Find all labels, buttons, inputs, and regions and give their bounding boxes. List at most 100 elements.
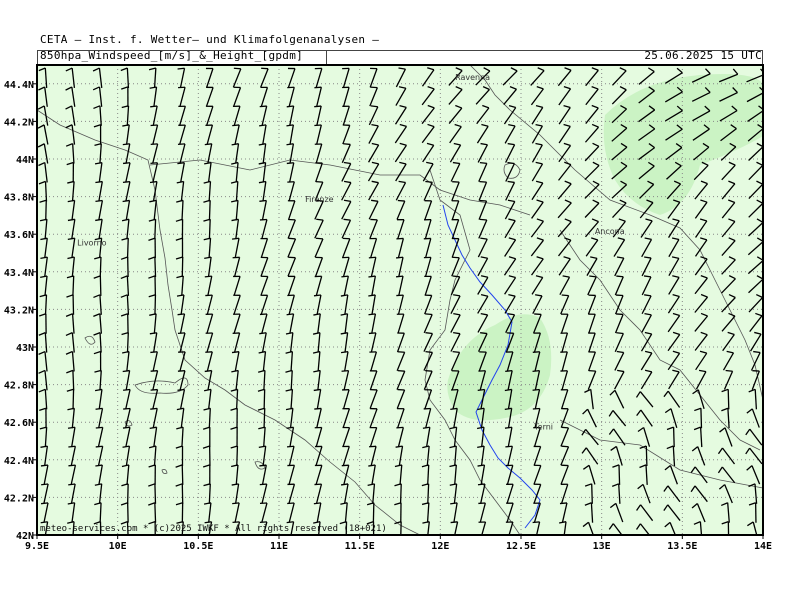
wind-barb: [560, 313, 569, 334]
wind-barb: [557, 218, 572, 238]
wind-barb: [368, 105, 379, 126]
wind-barb: [314, 464, 323, 485]
wind-barb: [312, 350, 321, 372]
wind-barb: [68, 464, 77, 485]
wind-barb: [638, 124, 656, 142]
wind-barb: [721, 388, 730, 410]
wind-barb: [369, 218, 378, 239]
wind-barb: [504, 275, 517, 295]
wind-barb: [120, 313, 129, 334]
wind-barb: [67, 520, 75, 535]
lon-tick-label: 12E: [431, 541, 449, 552]
wind-barb: [504, 426, 513, 448]
wind-barb: [641, 312, 652, 333]
wind-barb: [231, 369, 239, 391]
wind-barb: [585, 104, 599, 124]
wind-barb: [93, 275, 102, 296]
wind-barb: [369, 407, 378, 428]
wind-barb: [396, 199, 406, 220]
wind-barb: [477, 142, 489, 163]
wind-barb: [532, 521, 541, 535]
wind-barb: [690, 485, 708, 503]
wind-barb: [584, 123, 600, 143]
wind-barb: [533, 464, 542, 485]
wind-barb: [177, 332, 186, 353]
wind-barb: [477, 332, 488, 352]
wind-barb: [65, 332, 75, 353]
wind-barb: [530, 218, 544, 238]
wind-barb: [450, 161, 461, 182]
wind-barb: [394, 520, 402, 535]
wind-barb: [396, 237, 405, 258]
wind-barb: [40, 445, 49, 466]
wind-barb: [369, 426, 378, 447]
wind-barb: [231, 483, 240, 504]
lat-tick-label: 43.2N: [4, 305, 34, 316]
wind-barb: [666, 426, 675, 448]
wind-barb: [717, 466, 736, 484]
wind-barb: [451, 370, 460, 391]
wind-barb: [149, 86, 158, 107]
wind-barb: [258, 161, 267, 183]
wind-barb: [720, 142, 737, 161]
wind-barb: [93, 124, 102, 145]
wind-barb: [611, 67, 627, 86]
wind-barb: [721, 256, 736, 275]
wind-barb: [641, 237, 653, 258]
wind-barb: [202, 445, 211, 467]
wind-barb: [41, 483, 49, 504]
wind-barb: [65, 67, 76, 89]
wind-barb: [394, 464, 403, 485]
wind-barb: [313, 294, 322, 315]
wind-barb: [287, 275, 296, 296]
wind-barb: [505, 351, 514, 372]
wind-barb: [121, 331, 129, 353]
wind-barb: [232, 332, 241, 353]
city-label: Ancona: [595, 227, 625, 236]
windspeed-highlight-northeast: [603, 74, 763, 215]
city-label: Terni: [533, 423, 553, 432]
river-tiber: [442, 204, 541, 529]
wind-barb: [665, 67, 683, 84]
wind-barb: [67, 199, 76, 221]
wind-barb: [68, 445, 76, 466]
wind-barb: [450, 275, 461, 296]
wind-barb: [423, 350, 434, 371]
wind-barb: [559, 275, 571, 295]
wind-barb: [719, 105, 738, 122]
wind-barb: [503, 256, 517, 276]
wind-barb: [582, 464, 596, 485]
wind-barb: [531, 123, 543, 144]
wind-barb: [205, 124, 214, 145]
wind-barb: [692, 389, 705, 410]
wind-barb: [175, 256, 184, 278]
wind-barb: [149, 332, 158, 353]
wind-barb: [314, 143, 323, 164]
wind-barb: [395, 180, 407, 201]
wind-barb: [232, 521, 241, 535]
wind-barb: [421, 464, 430, 485]
wind-barb: [368, 199, 379, 220]
wind-barb: [258, 369, 266, 391]
wind-barb: [394, 502, 402, 523]
wind-barb: [423, 313, 433, 334]
wind-barb: [560, 445, 570, 466]
wind-barb: [341, 161, 352, 182]
wind-barb: [342, 389, 350, 410]
wind-barb: [66, 369, 75, 391]
wind-barb: [120, 502, 129, 523]
wind-barb: [635, 523, 651, 535]
wind-barb: [423, 237, 432, 258]
wind-barb: [667, 331, 681, 352]
wind-barb: [175, 237, 184, 259]
wind-barb: [691, 446, 706, 466]
wind-barb: [259, 124, 267, 145]
wind-barb: [176, 407, 185, 429]
wind-barb: [477, 237, 488, 258]
wind-barb: [65, 86, 76, 107]
wind-barb: [533, 502, 541, 523]
wind-barb: [205, 105, 214, 126]
wind-barb: [95, 445, 104, 466]
wind-barb: [478, 180, 488, 201]
